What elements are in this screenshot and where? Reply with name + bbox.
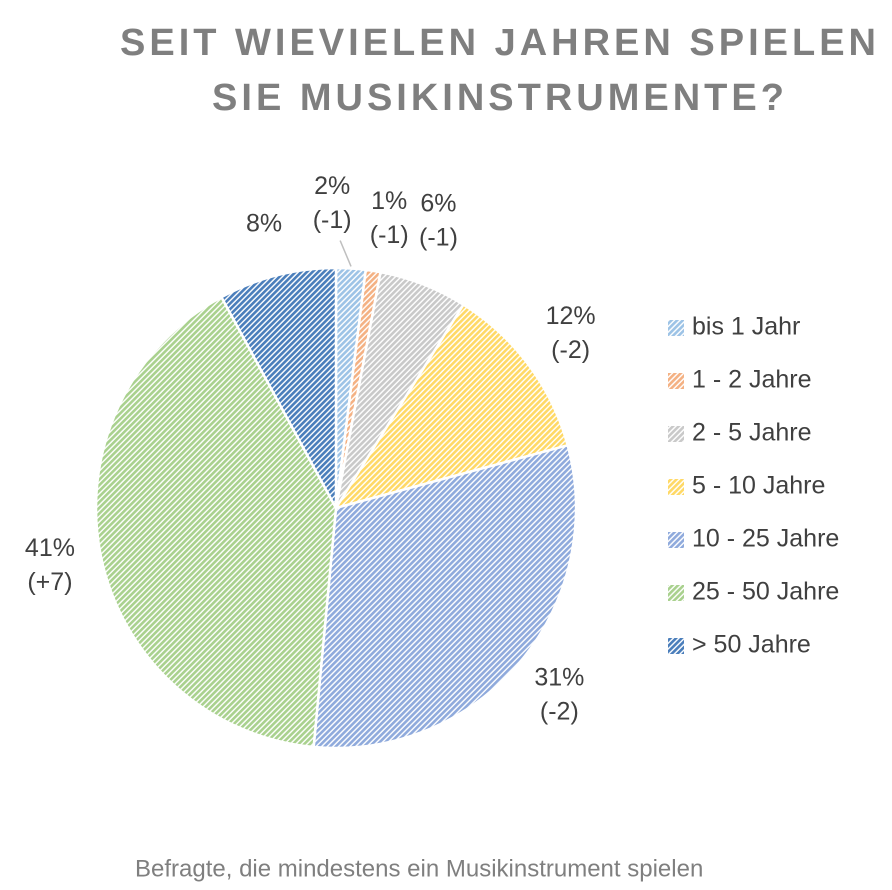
data-label: 31% [534, 664, 584, 692]
data-label: 1% [371, 187, 407, 215]
pie-slice [333, 302, 570, 511]
data-label: 8% [246, 210, 282, 238]
data-label: 41% [25, 534, 75, 562]
legend-label: bis 1 Jahr [692, 313, 800, 341]
chart-title: SEIT WIEVIELEN JAHREN SPIELEN [120, 22, 880, 64]
data-label-change: (-2) [551, 336, 590, 364]
leader-line [339, 240, 352, 267]
data-label-change: (-1) [370, 221, 409, 249]
pie-slice [94, 295, 338, 749]
footnote: Befragte, die mindestens ein Musikinstru… [135, 855, 703, 882]
data-label-change: (-2) [540, 698, 579, 726]
legend-swatch [668, 373, 684, 389]
legend-swatch [668, 585, 684, 601]
chart-title: SIE MUSIKINSTRUMENTE? [212, 77, 788, 119]
data-label: 6% [420, 190, 456, 218]
pie-slice [312, 443, 578, 750]
legend-label: 5 - 10 Jahre [692, 472, 825, 500]
legend-label: 25 - 50 Jahre [692, 578, 839, 606]
legend-label: 2 - 5 Jahre [692, 419, 812, 447]
data-label: 2% [314, 172, 350, 200]
legend-swatch [668, 320, 684, 336]
legend-swatch [668, 479, 684, 495]
legend-label: 1 - 2 Jahre [692, 366, 812, 394]
pie-slice [219, 266, 338, 509]
legend-swatch [668, 426, 684, 442]
data-label-change: (-1) [419, 224, 458, 252]
data-label-change: (+7) [27, 568, 72, 596]
data-label: 12% [546, 302, 596, 330]
legend-swatch [668, 532, 684, 548]
legend-label: > 50 Jahre [692, 631, 811, 659]
legend-label: 10 - 25 Jahre [692, 525, 839, 553]
data-label-change: (-1) [313, 206, 352, 234]
legend-swatch [668, 638, 684, 654]
